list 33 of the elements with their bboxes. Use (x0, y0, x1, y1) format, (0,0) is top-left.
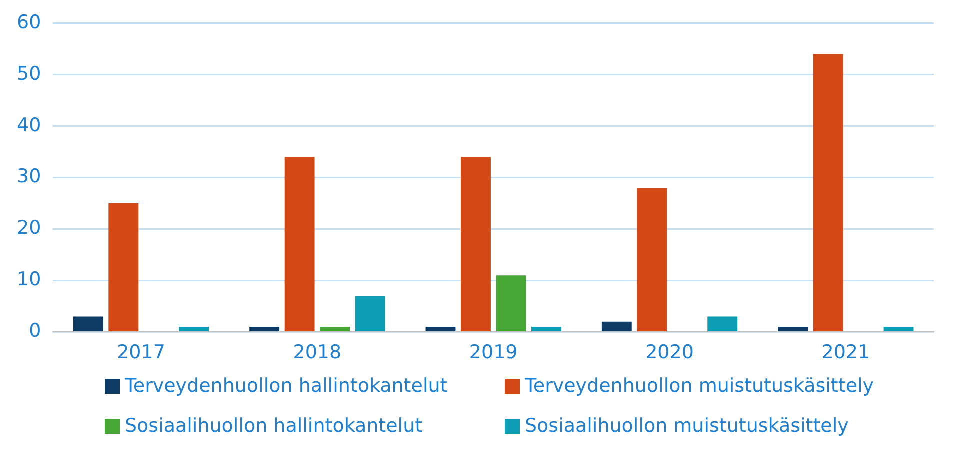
bar (108, 204, 139, 332)
bar (778, 327, 808, 332)
x-tick-label: 2019 (469, 342, 518, 364)
legend-label: Terveydenhuollon hallintokantelut (125, 375, 448, 397)
bar (250, 327, 280, 332)
bar (602, 322, 632, 332)
bar (426, 327, 456, 332)
y-tick-label: 30 (16, 166, 42, 188)
bar (355, 296, 386, 332)
y-tick-label: 0 (29, 320, 42, 342)
x-tick-label: 2017 (117, 342, 166, 364)
legend-label: Terveydenhuollon muistutuskäsittely (525, 375, 874, 397)
x-tick-label: 2021 (822, 342, 870, 364)
bar (637, 188, 668, 332)
y-tick-label: 50 (16, 62, 42, 85)
y-tick-label: 40 (16, 114, 42, 136)
bar (813, 54, 844, 332)
legend-label: Sosiaalihuollon hallintokantelut (125, 415, 423, 437)
y-tick-label: 20 (16, 217, 42, 240)
bar (461, 157, 491, 332)
bar (320, 327, 350, 332)
bar (284, 157, 315, 332)
bar (531, 327, 562, 332)
x-tick-label: 2018 (293, 342, 342, 364)
x-tick-label: 2020 (646, 342, 694, 364)
y-tick-label: 10 (16, 268, 42, 291)
bar (884, 327, 914, 332)
bar (179, 327, 210, 332)
bar (73, 316, 104, 332)
legend-label: Sosiaalihuollon muistutuskäsittely (525, 415, 849, 437)
bar (496, 276, 526, 332)
y-tick-label: 60 (16, 11, 42, 34)
bar (708, 316, 738, 332)
